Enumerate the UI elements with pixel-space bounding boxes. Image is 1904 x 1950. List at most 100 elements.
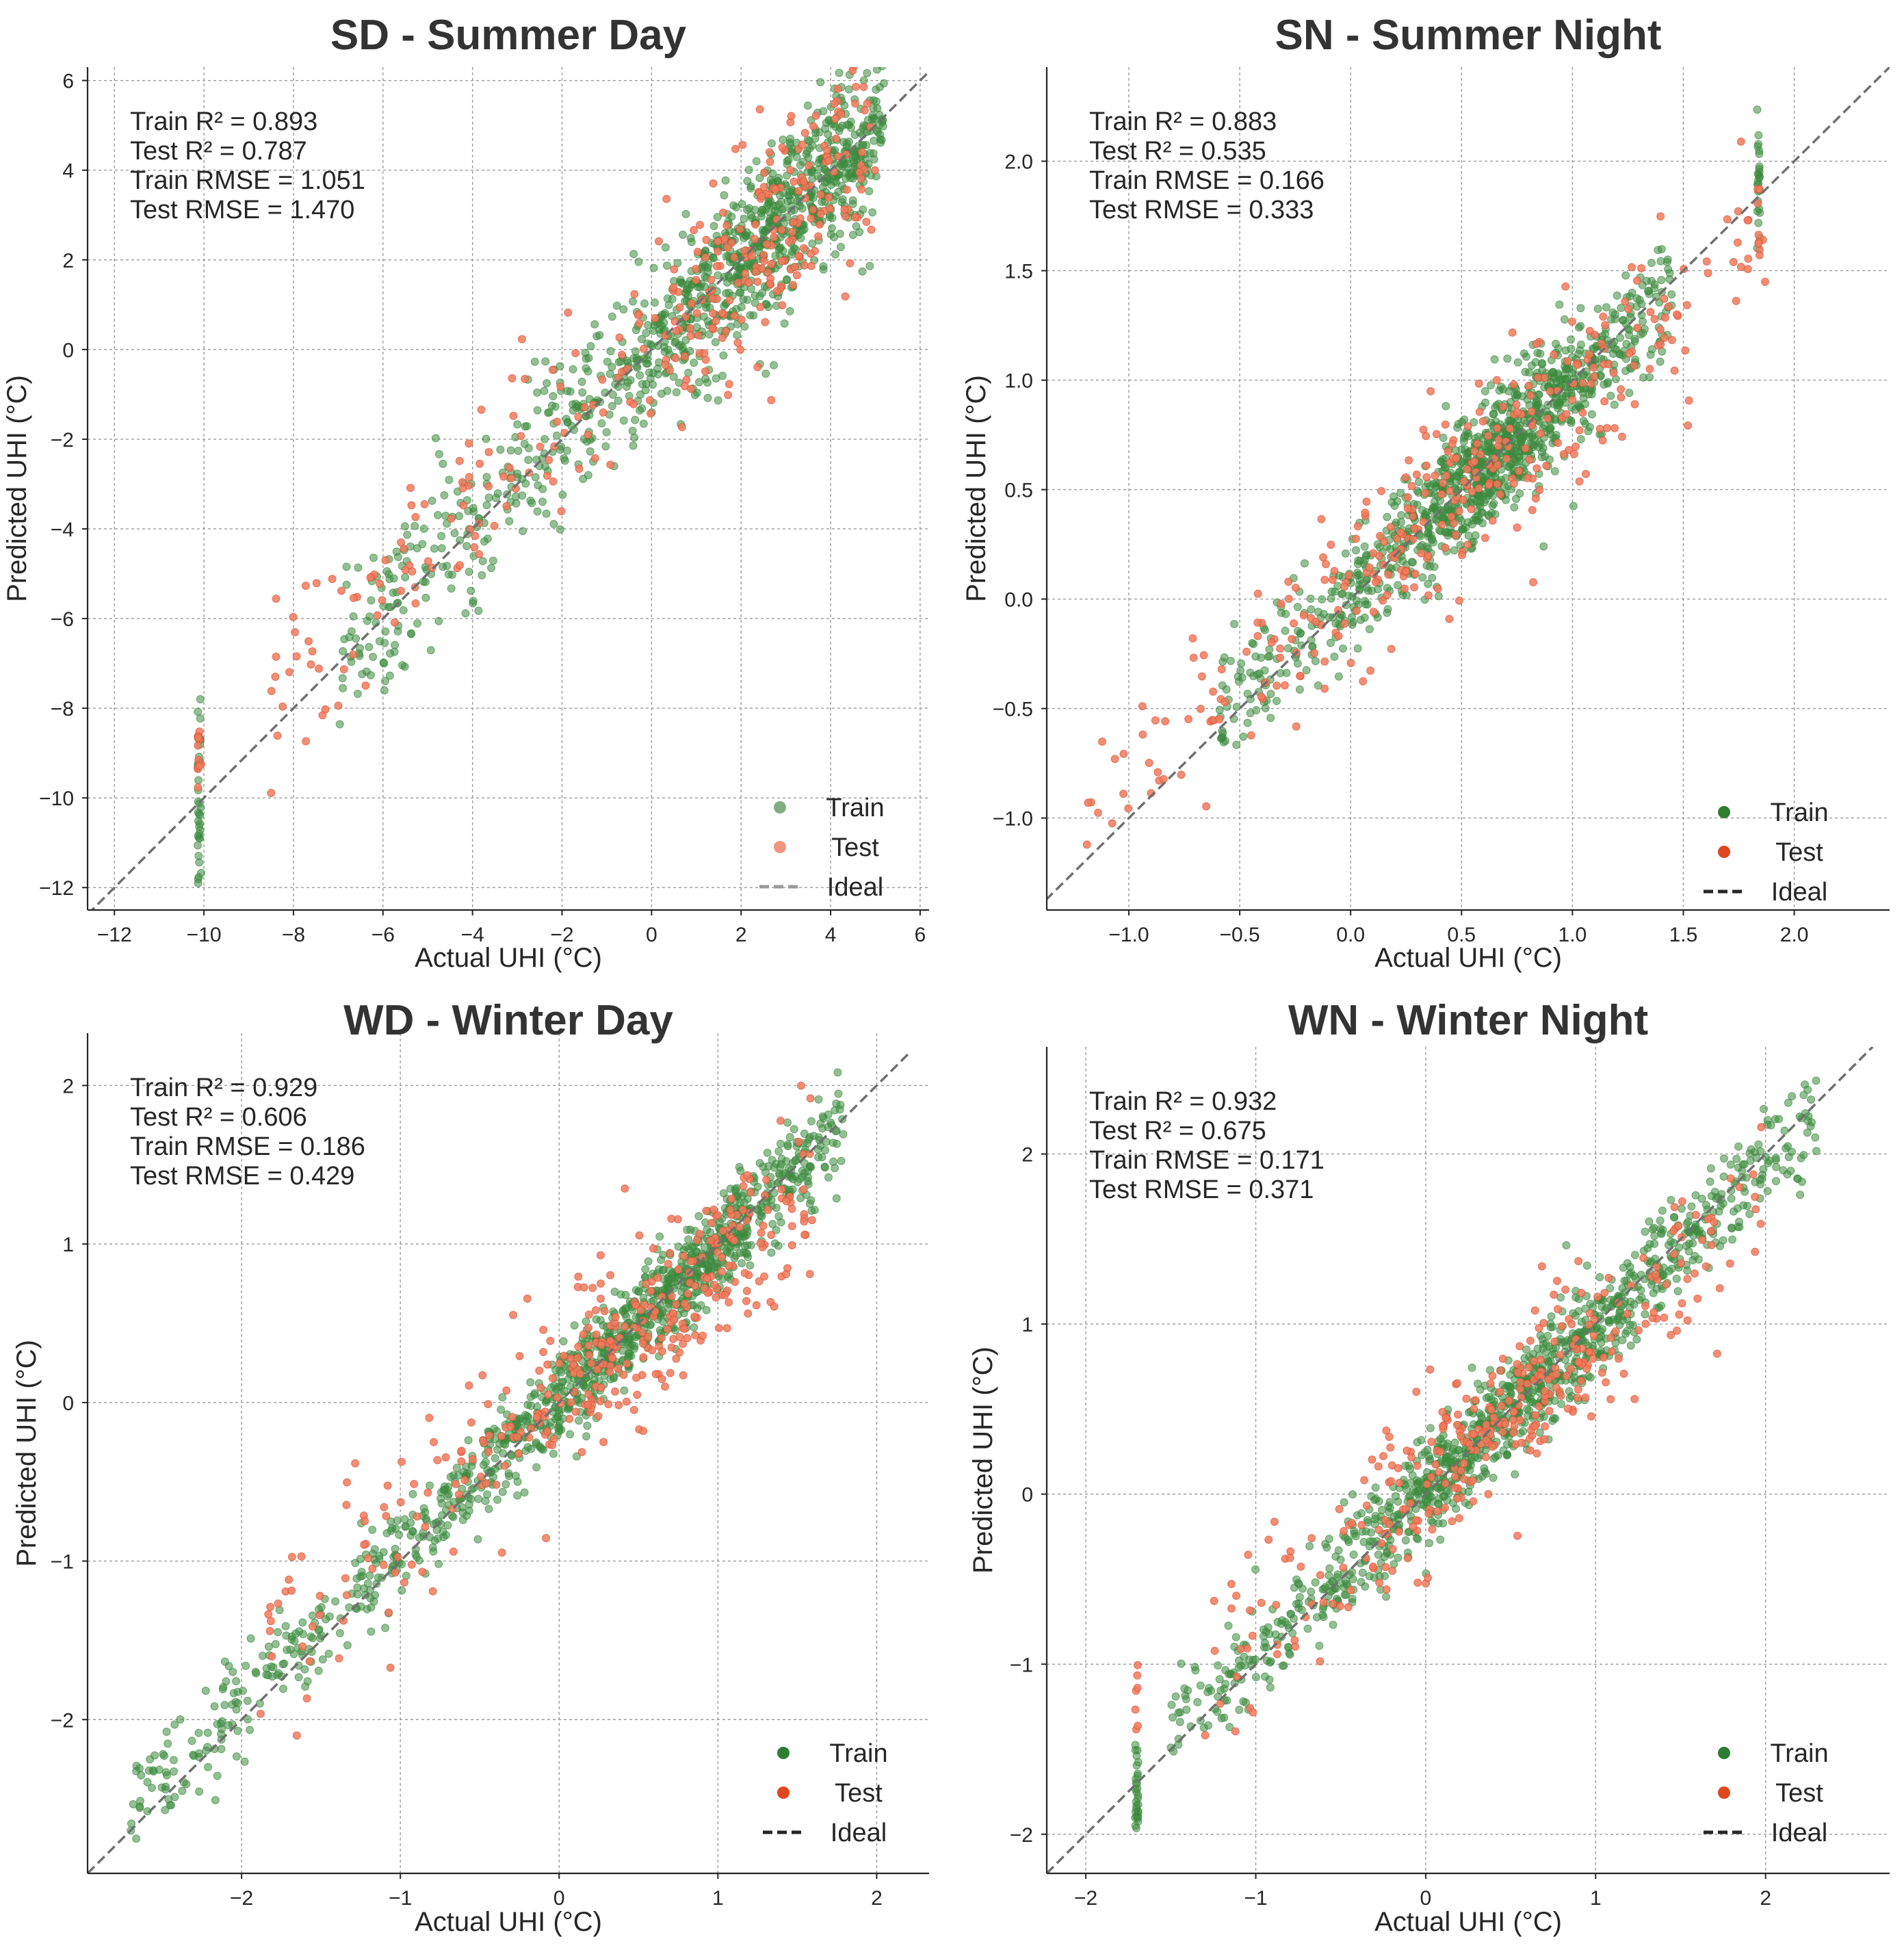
test-point xyxy=(1513,408,1522,417)
train-point xyxy=(520,1488,529,1497)
train-point xyxy=(1503,354,1512,363)
test-point xyxy=(1424,591,1433,600)
test-point xyxy=(1124,804,1133,813)
train-point xyxy=(490,1425,499,1433)
train-point xyxy=(703,393,712,402)
test-point xyxy=(691,1331,700,1340)
train-point xyxy=(1167,1700,1176,1709)
train-point xyxy=(1622,339,1631,348)
test-point xyxy=(707,1219,716,1227)
train-point xyxy=(679,231,687,239)
test-point xyxy=(423,557,432,566)
test-point xyxy=(1322,560,1330,569)
metric-line: Test R² = 0.787 xyxy=(130,137,307,166)
train-point xyxy=(368,1525,377,1534)
test-point xyxy=(778,301,787,310)
train-point xyxy=(721,176,730,185)
train-point xyxy=(182,1780,191,1789)
train-point xyxy=(705,1264,713,1273)
test-point xyxy=(577,1448,586,1457)
train-point xyxy=(556,362,564,371)
train-point xyxy=(704,260,713,269)
test-point xyxy=(765,148,774,157)
train-point xyxy=(519,527,527,536)
train-point xyxy=(1281,627,1290,635)
train-point xyxy=(353,1583,362,1592)
test-point xyxy=(1600,397,1609,406)
train-point xyxy=(1424,580,1433,588)
test-point xyxy=(675,1348,684,1357)
train-point xyxy=(1625,325,1634,334)
test-point xyxy=(1439,479,1448,487)
test-point xyxy=(696,220,705,229)
test-point xyxy=(407,1560,416,1569)
test-point xyxy=(1407,482,1416,491)
test-point xyxy=(862,218,871,226)
test-point xyxy=(287,1552,296,1561)
train-point xyxy=(428,496,436,505)
test-point xyxy=(584,1390,593,1399)
test-point xyxy=(342,1591,351,1600)
test-point xyxy=(841,292,850,301)
test-point xyxy=(725,380,733,389)
train-point xyxy=(1626,292,1634,301)
test-point xyxy=(1575,426,1584,434)
train-point xyxy=(549,519,558,528)
train-point xyxy=(808,239,817,248)
test-point xyxy=(679,1371,688,1379)
train-point xyxy=(681,209,690,218)
test-point xyxy=(638,1316,647,1325)
metric-line: Train R² = 0.883 xyxy=(1089,107,1277,136)
test-point xyxy=(1494,460,1502,469)
train-point xyxy=(761,369,770,378)
test-point xyxy=(1340,582,1349,591)
test-point xyxy=(1380,537,1389,546)
train-point xyxy=(1439,433,1448,442)
train-point xyxy=(343,1641,352,1650)
test-point xyxy=(751,220,760,229)
train-point xyxy=(819,107,828,116)
train-point xyxy=(450,529,459,538)
train-point xyxy=(1426,1424,1435,1433)
train-point xyxy=(1368,586,1376,595)
test-point xyxy=(651,1370,660,1379)
grid-wn xyxy=(1047,1047,1890,1873)
train-point xyxy=(339,647,348,655)
train-point xyxy=(1248,638,1257,647)
train-point xyxy=(278,1660,287,1669)
train-point xyxy=(624,1349,633,1358)
x-tick-label: −1 xyxy=(389,1887,412,1910)
test-point xyxy=(694,331,703,340)
test-point xyxy=(1424,551,1433,560)
train-point xyxy=(663,387,672,395)
train-point xyxy=(766,197,775,206)
train-point xyxy=(803,147,811,155)
train-point xyxy=(1295,685,1304,694)
train-point xyxy=(1365,625,1374,634)
test-point xyxy=(460,1476,469,1485)
test-point xyxy=(1656,325,1665,334)
train-point xyxy=(478,557,487,566)
train-point xyxy=(1361,600,1370,609)
test-point xyxy=(291,628,300,636)
test-point xyxy=(497,1432,506,1441)
test-point xyxy=(1604,360,1613,369)
test-point xyxy=(1509,380,1518,389)
legend-test-marker xyxy=(774,841,786,853)
train-point xyxy=(806,1162,815,1171)
train-point xyxy=(586,447,595,456)
test-point xyxy=(507,473,516,482)
test-point xyxy=(1582,469,1590,478)
test-point xyxy=(1561,282,1570,291)
test-point xyxy=(718,1253,727,1262)
train-point xyxy=(829,1139,837,1147)
train-point xyxy=(1453,424,1461,432)
test-point xyxy=(1422,473,1431,482)
train-point xyxy=(640,299,649,308)
x-tick-label: 1 xyxy=(712,1887,724,1910)
x-tick-label: 1.0 xyxy=(1559,924,1587,946)
y-axis-label: Predicted UHI (°C) xyxy=(2,375,32,602)
train-point xyxy=(834,1089,843,1098)
train-point xyxy=(732,203,741,211)
